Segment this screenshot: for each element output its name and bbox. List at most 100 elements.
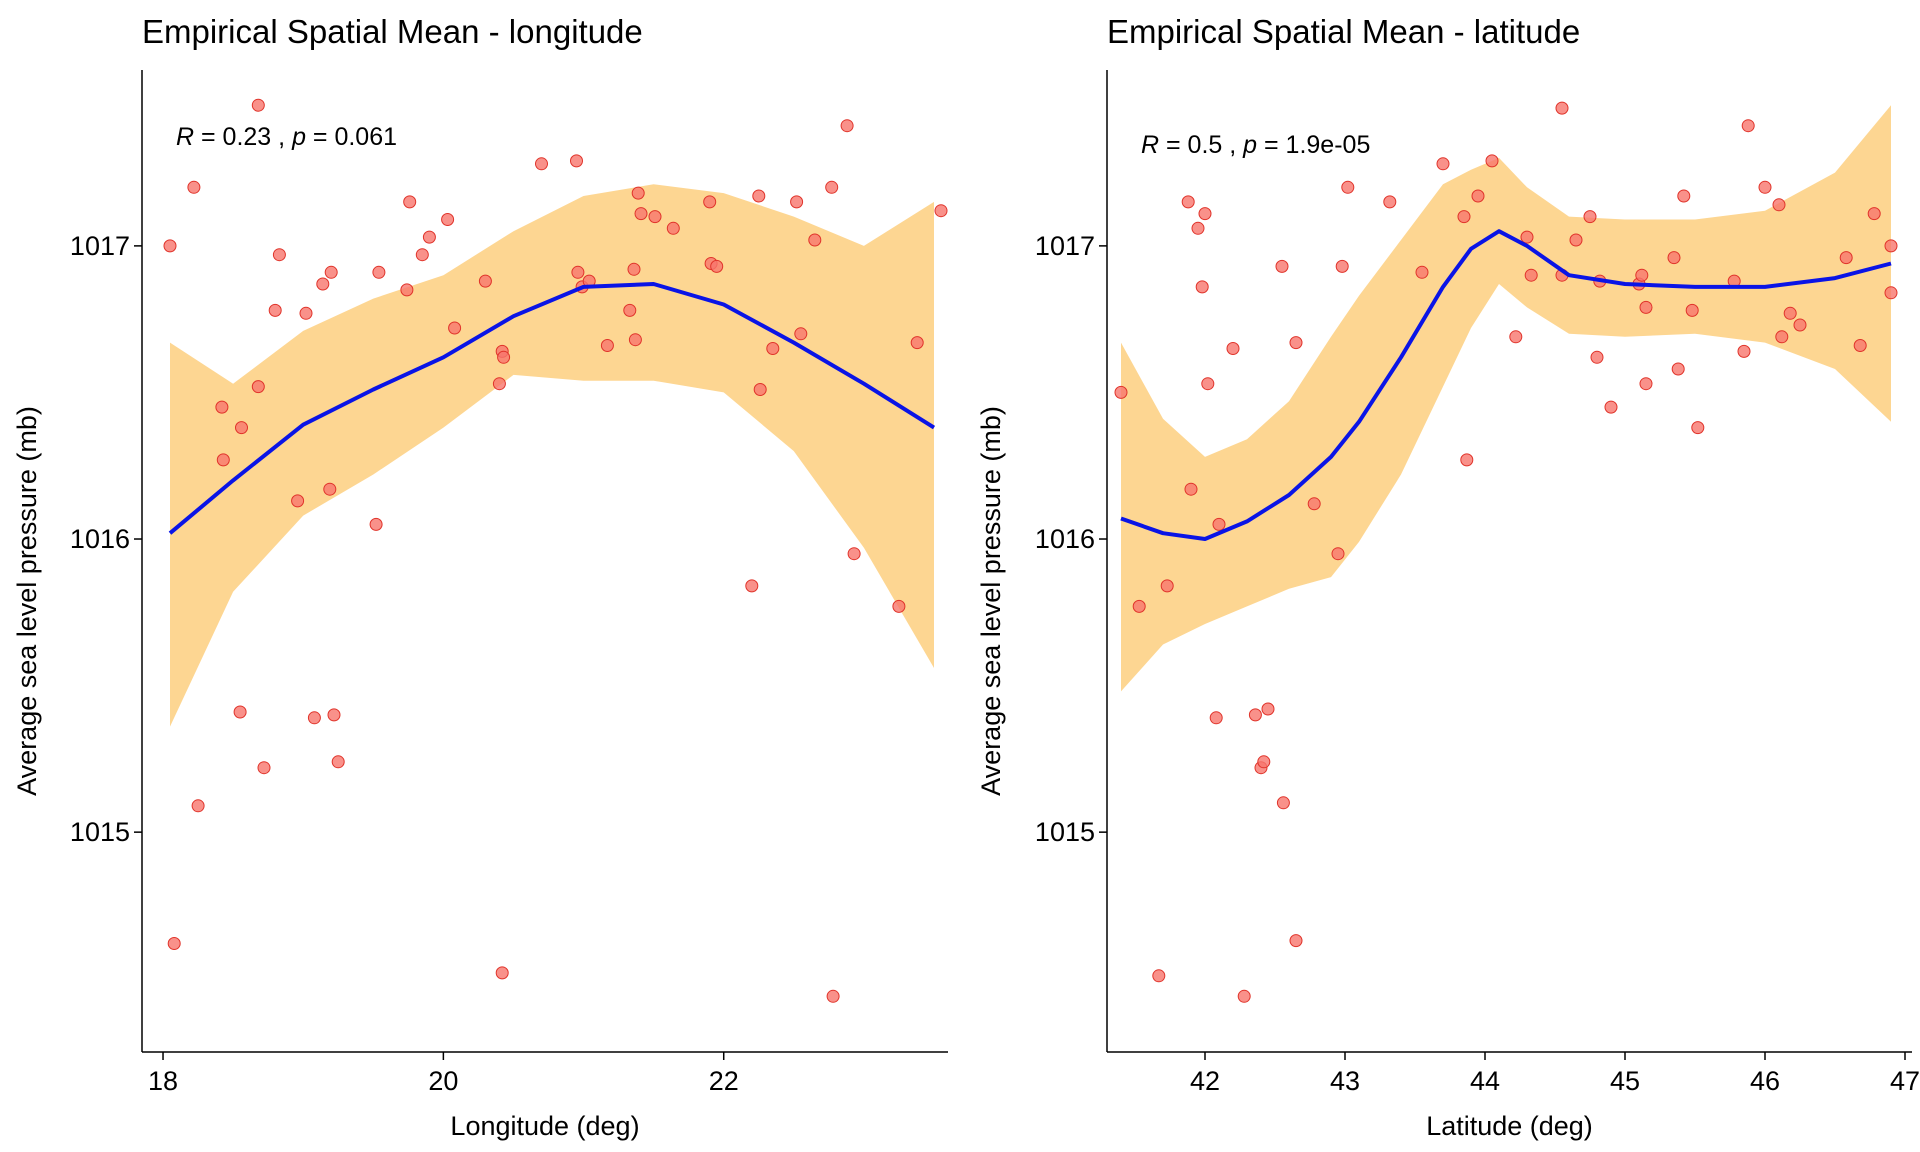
data-point — [1604, 400, 1618, 414]
scatter-points — [163, 98, 948, 1003]
data-point — [1261, 702, 1275, 716]
data-point — [1677, 189, 1691, 203]
x-axis-label: Latitude (deg) — [1426, 1111, 1593, 1141]
data-point — [1195, 280, 1209, 294]
stat-r-sym: R — [1141, 131, 1159, 159]
correlation-annotation: R = 0.5 , p = 1.9e-05 — [1141, 131, 1370, 159]
data-point — [1867, 207, 1881, 221]
data-point — [291, 494, 305, 508]
data-point — [324, 265, 338, 279]
data-point — [1839, 251, 1853, 265]
panel-2: Empirical Spatial Mean - latitude 1015 101… — [976, 13, 1920, 1141]
data-point — [1775, 330, 1789, 344]
confidence-band — [170, 184, 934, 727]
data-point — [1331, 547, 1345, 561]
data-point — [1569, 233, 1583, 247]
data-point — [316, 277, 330, 291]
data-point — [1184, 482, 1198, 496]
data-point — [1415, 265, 1429, 279]
data-point — [495, 966, 509, 980]
data-point — [1639, 377, 1653, 391]
data-point — [628, 333, 642, 347]
data-point — [299, 306, 313, 320]
y-tick-label: 1016 — [1035, 524, 1095, 554]
data-point — [571, 265, 585, 279]
data-point — [623, 303, 637, 317]
data-point — [327, 708, 341, 722]
data-point — [1289, 934, 1303, 948]
y-axis-label: Average sea level pressure (mb) — [976, 406, 1006, 796]
data-point — [163, 239, 177, 253]
data-point — [1276, 796, 1290, 810]
data-point — [1160, 579, 1174, 593]
data-point — [1248, 708, 1262, 722]
data-point — [331, 755, 345, 769]
data-point — [1289, 336, 1303, 350]
data-point — [745, 579, 759, 593]
x-tick-label: 46 — [1750, 1066, 1780, 1096]
data-point — [825, 180, 839, 194]
data-point — [934, 204, 948, 218]
y-tick-label: 1015 — [70, 817, 130, 847]
data-point — [233, 705, 247, 719]
data-point — [191, 799, 205, 813]
confidence-band — [1121, 105, 1891, 692]
data-point — [1335, 259, 1349, 273]
data-point — [600, 339, 614, 352]
data-point — [627, 262, 641, 276]
smooth-line — [168, 282, 936, 535]
data-point — [307, 711, 321, 725]
panel-title: Empirical Spatial Mean - latitude — [1107, 13, 1580, 50]
data-point — [167, 937, 181, 950]
data-point — [251, 380, 265, 394]
data-point — [535, 157, 548, 171]
data-point — [272, 248, 286, 262]
data-point — [448, 321, 462, 335]
data-point — [1237, 989, 1251, 1003]
data-point — [1555, 101, 1569, 115]
data-point — [415, 248, 429, 262]
y-axis-label: Average sea level pressure (mb) — [12, 406, 42, 796]
data-point — [1198, 207, 1212, 221]
data-point — [1485, 154, 1499, 168]
data-point — [631, 186, 645, 200]
data-point — [570, 154, 583, 168]
data-point — [1132, 599, 1146, 613]
data-point — [1201, 377, 1215, 391]
data-point — [1457, 210, 1471, 224]
data-point — [215, 400, 229, 414]
data-point — [1741, 119, 1755, 133]
data-point — [826, 989, 840, 1003]
stat-p-val: = 0.061 — [306, 123, 397, 151]
correlation-annotation: R = 0.23 , p = 0.061 — [176, 123, 397, 151]
data-point — [403, 195, 417, 209]
stat-r-val: = 0.23 , — [194, 123, 292, 151]
data-point — [478, 274, 492, 288]
data-point — [422, 230, 436, 244]
data-point — [1191, 221, 1205, 235]
data-point — [1671, 362, 1685, 376]
smooth-line — [1120, 229, 1892, 541]
x-tick-label: 18 — [148, 1066, 178, 1096]
data-point — [1758, 180, 1772, 194]
data-point — [1209, 711, 1223, 725]
data-point — [1524, 268, 1538, 282]
data-point — [703, 195, 717, 209]
data-point — [492, 377, 506, 391]
stat-p-val: = 1.9e-05 — [1257, 131, 1370, 159]
data-point — [1383, 195, 1397, 209]
data-point — [794, 327, 808, 341]
data-point — [1783, 306, 1797, 320]
x-tick-label: 22 — [709, 1066, 739, 1096]
data-point — [251, 98, 265, 112]
x-axis-label: Longitude (deg) — [450, 1111, 639, 1141]
data-point — [257, 761, 271, 775]
x-tick-label: 42 — [1190, 1066, 1220, 1096]
data-point — [1471, 189, 1485, 203]
x-tick-label: 44 — [1470, 1066, 1500, 1096]
data-point — [497, 350, 511, 364]
data-point — [1635, 268, 1649, 282]
data-point — [752, 189, 766, 203]
data-point — [1460, 453, 1474, 467]
